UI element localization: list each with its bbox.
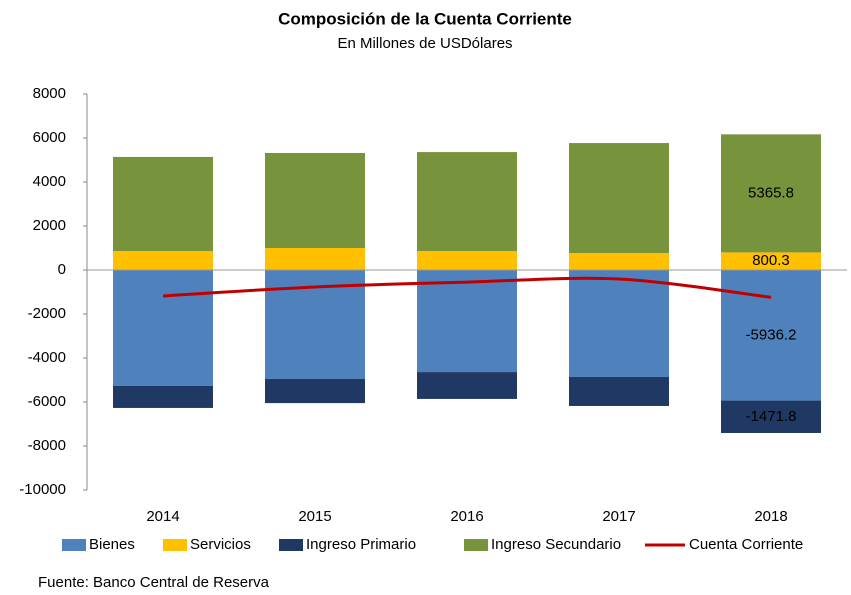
legend-swatch: [464, 539, 488, 551]
x-tick-label: 2017: [602, 508, 635, 525]
bar-segment: [721, 134, 821, 253]
chart-title: Composición de la Cuenta Corriente: [278, 9, 572, 28]
source: Fuente: Banco Central de Reserva: [38, 574, 270, 591]
bar-segment: [113, 251, 213, 270]
y-tick-label: 2000: [33, 217, 66, 234]
bar-segment: [417, 270, 517, 373]
legend-label: Cuenta Corriente: [689, 536, 803, 553]
y-tick-label: -6000: [28, 393, 66, 410]
bar-segment: [417, 372, 517, 399]
bar-segment: [113, 385, 213, 408]
bar-segment: [569, 270, 669, 377]
line: [162, 276, 772, 299]
bar-segment: [265, 152, 365, 248]
legend-swatch: [62, 539, 86, 551]
y-tick-label: -8000: [28, 437, 66, 454]
legend-swatch: [163, 539, 187, 551]
y-tick-label: -10000: [19, 481, 66, 498]
data-label: 800.3: [752, 252, 790, 269]
y-tick-label: 6000: [33, 129, 66, 146]
legend-label: Servicios: [190, 536, 251, 553]
bar-segment: [721, 400, 821, 433]
y-tick-label: -4000: [28, 349, 66, 366]
legend-label: Ingreso Secundario: [491, 536, 621, 553]
bar-segment: [417, 251, 517, 270]
legend-swatch: [279, 539, 303, 551]
data-label: -5936.2: [746, 326, 797, 343]
legend-label: Ingreso Primario: [306, 536, 416, 553]
y-tick-label: -2000: [28, 305, 66, 322]
bar-segment: [113, 270, 213, 386]
y-tick-label: 4000: [33, 173, 66, 190]
data-label: 5365.8: [748, 184, 794, 201]
x-tick-label: 2015: [298, 508, 331, 525]
bar-segment: [265, 248, 365, 270]
y-tick-label: 0: [58, 261, 66, 278]
legend-label: Bienes: [89, 536, 135, 553]
bar-segment: [721, 252, 821, 270]
bar-segment: [569, 253, 669, 270]
x-tick-label: 2014: [146, 508, 179, 525]
x-tick-label: 2016: [450, 508, 483, 525]
bar-segment: [113, 156, 213, 252]
y-tick-label: 8000: [33, 85, 66, 102]
bar-segment: [417, 152, 517, 252]
bar-segment: [569, 143, 669, 254]
x-tick-label: 2018: [754, 508, 787, 525]
chart-subtitle: En Millones de USDólares: [337, 35, 512, 52]
data-label: -1471.8: [746, 408, 797, 425]
bar-segment: [569, 376, 669, 406]
bar-segment: [265, 378, 365, 404]
